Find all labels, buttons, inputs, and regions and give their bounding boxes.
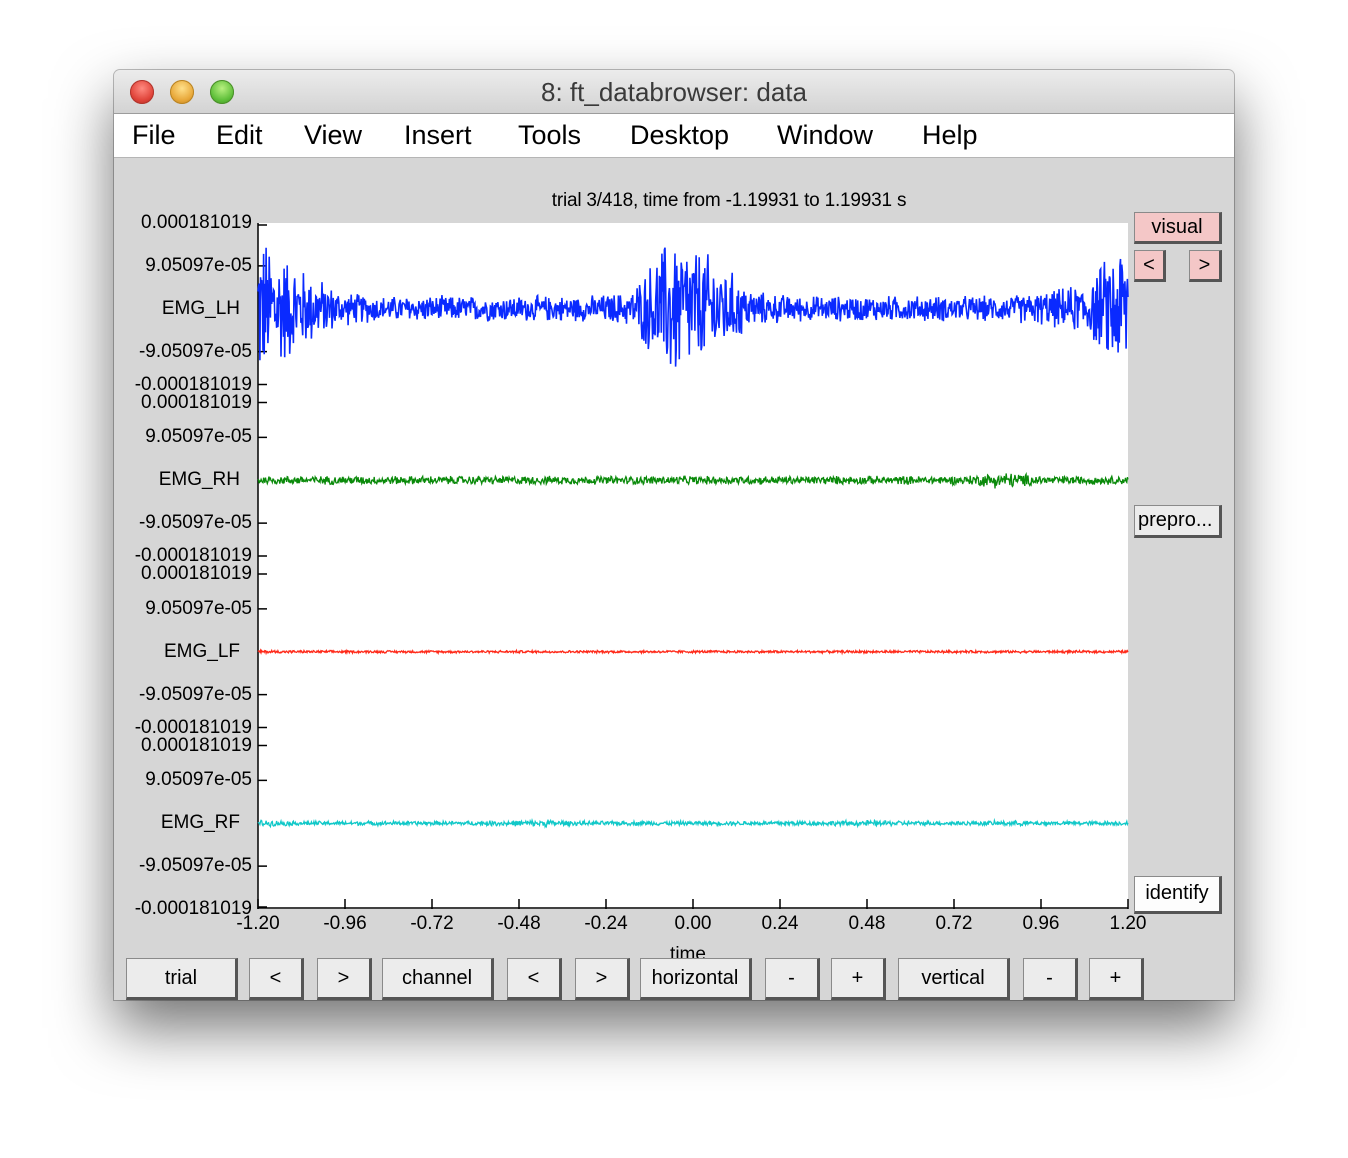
x-tick-label: 0.48: [848, 913, 886, 934]
y-tick-top-label: 0.000181019: [141, 734, 252, 756]
x-tick-label: -1.20: [236, 913, 280, 934]
y-tick-top-label: 0.000181019: [141, 212, 252, 233]
y-tick-bottom-label: -0.000181019: [134, 373, 252, 395]
y-tick-top-label: 0.000181019: [141, 391, 252, 413]
channel-label-emg_lh: EMG_LH: [161, 297, 240, 319]
y-tick-upper-label: 9.05097e-05: [145, 426, 252, 448]
y-tick-upper-label: 9.05097e-05: [145, 769, 252, 791]
x-tick-label: 0.24: [761, 913, 799, 934]
x-tick-label: -0.96: [323, 913, 367, 934]
trace-emg_lf: [257, 648, 1129, 656]
y-tick-bottom-label: -0.000181019: [134, 545, 252, 566]
channel-prev-button[interactable]: <: [507, 958, 562, 1000]
channel-label-emg_rh: EMG_RH: [158, 469, 240, 491]
vertical-button[interactable]: vertical: [898, 958, 1010, 1000]
window-title: 8: ft_databrowser: data: [541, 77, 807, 107]
databrowser-window: 8: ft_databrowser: data File Edit View I…: [114, 70, 1234, 1000]
trial-button[interactable]: trial: [126, 958, 238, 1000]
trace-emg_rf: [257, 817, 1129, 829]
trial-prev-button[interactable]: <: [249, 958, 304, 1000]
signal-plot: [257, 223, 1129, 909]
menu-window[interactable]: Window: [777, 120, 874, 150]
vertical-plus-button[interactable]: +: [1089, 958, 1144, 1000]
menu-desktop[interactable]: Desktop: [630, 120, 730, 150]
y-tick-lower-label: -9.05097e-05: [138, 512, 252, 534]
y-tick-marks: [258, 224, 267, 908]
x-tick-label: 0.00: [674, 913, 712, 934]
visual-button[interactable]: visual: [1134, 212, 1222, 244]
menu-insert[interactable]: Insert: [404, 120, 472, 150]
menu-help[interactable]: Help: [922, 120, 978, 150]
menu-bar: File Edit View Insert Tools Desktop Wind…: [114, 114, 1234, 158]
preprocessing-button[interactable]: prepro...: [1134, 505, 1222, 538]
trace-emg_lh: [257, 247, 1129, 367]
x-tick-label: 0.96: [1022, 913, 1060, 934]
menu-tools[interactable]: Tools: [518, 120, 582, 150]
x-tick-label: 1.20: [1109, 913, 1147, 934]
y-tick-bottom-label: -0.000181019: [134, 716, 252, 738]
x-tick-label: -0.24: [584, 913, 628, 934]
horizontal-minus-button[interactable]: -: [765, 958, 820, 1000]
y-tick-upper-label: 9.05097e-05: [145, 597, 252, 619]
plot-title: trial 3/418, time from -1.19931 to 1.199…: [551, 190, 907, 211]
trial-next-button[interactable]: >: [317, 958, 372, 1000]
trace-emg_rh: [257, 471, 1129, 489]
menu-file[interactable]: File: [132, 120, 176, 150]
horizontal-plus-button[interactable]: +: [831, 958, 886, 1000]
y-tick-upper-label: 9.05097e-05: [145, 254, 252, 276]
title-bar[interactable]: 8: ft_databrowser: data: [114, 70, 1234, 114]
identify-button[interactable]: identify: [1134, 876, 1222, 914]
signal-traces: [257, 247, 1129, 829]
y-tick-lower-label: -9.05097e-05: [138, 683, 252, 705]
x-tick-label: -0.48: [497, 913, 541, 934]
zoom-window-icon[interactable]: [210, 80, 234, 104]
menu-edit[interactable]: Edit: [216, 120, 263, 150]
x-tick-marks: [257, 899, 1129, 909]
menu-view[interactable]: View: [304, 120, 363, 150]
plot-axes[interactable]: [257, 223, 1129, 909]
channel-label-emg_rf: EMG_RF: [160, 812, 240, 834]
visual-next-button[interactable]: >: [1189, 250, 1222, 282]
horizontal-button[interactable]: horizontal: [640, 958, 752, 1000]
y-tick-top-label: 0.000181019: [141, 563, 252, 584]
y-tick-lower-label: -9.05097e-05: [138, 340, 252, 362]
y-tick-bottom-label: -0.000181019: [134, 898, 252, 919]
vertical-minus-button[interactable]: -: [1023, 958, 1078, 1000]
close-window-icon[interactable]: [130, 80, 154, 104]
channel-button[interactable]: channel: [382, 958, 494, 1000]
visual-prev-button[interactable]: <: [1134, 250, 1166, 282]
channel-next-button[interactable]: >: [575, 958, 630, 1000]
x-tick-label: -0.72: [410, 913, 454, 934]
y-tick-lower-label: -9.05097e-05: [138, 855, 252, 877]
x-axis-label: time: [670, 944, 706, 958]
x-tick-label: 0.72: [935, 913, 973, 934]
minimize-window-icon[interactable]: [170, 80, 194, 104]
channel-label-emg_lf: EMG_LF: [163, 640, 240, 662]
